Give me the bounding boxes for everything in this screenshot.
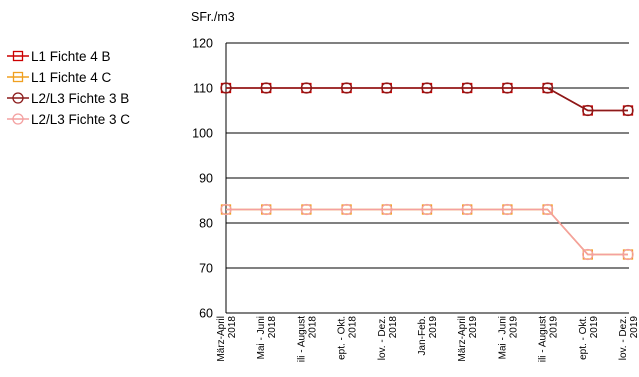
data-point: [421, 203, 433, 216]
legend-marker: [12, 92, 24, 104]
legend-entry: L1 Fichte 4 C: [7, 70, 112, 85]
x-tick-label-line1: ept. - Okt.: [337, 316, 348, 360]
x-tick-label-line2: 2018: [348, 316, 359, 339]
y-tick-labels: 60 70 80 90 100 110 120: [192, 37, 213, 321]
data-point: [340, 82, 353, 94]
x-tick-label-line1: ept. - Okt.: [578, 316, 589, 360]
legend: L1 Fichte 4 B L1 Fichte 4 C L2/L3 Fichte 3…: [7, 49, 130, 127]
data-point: [501, 82, 514, 94]
data-point: [541, 82, 554, 94]
series-2: [220, 82, 634, 117]
data-point: [541, 203, 554, 216]
x-tick-label: März-April 2019: [457, 316, 479, 362]
legend-entry: L1 Fichte 4 B: [7, 49, 111, 64]
x-tick-label: ili - August 2018: [296, 316, 318, 363]
data-point: [220, 203, 232, 216]
series-line: [226, 208, 628, 256]
x-tick-label: ept. - Okt. 2019: [578, 316, 600, 360]
data-point: [582, 104, 594, 117]
x-tick-label: Mai - Juni 2018: [256, 316, 278, 360]
series-lines: [220, 82, 634, 261]
x-tick-label-line2: 2019: [629, 316, 639, 339]
data-point: [381, 203, 393, 216]
series-3: [220, 203, 634, 261]
x-tick-label: ept. - Okt. 2018: [337, 316, 359, 360]
x-tick-label-line1: Mai - Juni: [497, 316, 508, 359]
y-tick-label: 70: [199, 262, 213, 276]
legend-label: L2/L3 Fichte 3 C: [31, 112, 130, 127]
x-tick-label-line1: ili - August: [538, 316, 549, 362]
x-tick-label-line2: 2019: [468, 316, 479, 339]
y-tick-label: 80: [199, 217, 213, 231]
x-tick-label: Jan-Feb. 2019: [417, 316, 439, 356]
data-point: [300, 82, 313, 94]
y-tick-label: 110: [193, 82, 213, 96]
data-point: [260, 82, 272, 94]
x-tick-label-line1: März-April: [216, 316, 227, 362]
x-tick-label-line1: Mai - Juni: [256, 316, 267, 359]
x-tick-label-line1: lov. - Dez.: [377, 316, 388, 360]
legend-entry: L2/L3 Fichte 3 C: [7, 112, 130, 127]
y-tick-label: 90: [199, 172, 213, 186]
x-tick-label: lov. - Dez. 2019: [618, 316, 639, 361]
data-point: [582, 248, 594, 261]
x-tick-label: ili - August 2019: [538, 316, 560, 363]
x-tick-label-line2: 2019: [508, 316, 519, 339]
x-tick-label-line2: 2019: [549, 316, 560, 339]
x-tick-label-line2: 2019: [428, 316, 439, 339]
data-point: [501, 203, 514, 216]
x-tick-label-line1: lov. - Dez.: [618, 316, 629, 360]
x-tick-label-line1: Jan-Feb.: [417, 316, 428, 355]
x-tick-label-line2: 2018: [307, 316, 318, 339]
data-point: [381, 82, 393, 94]
legend-label: L1 Fichte 4 C: [31, 70, 112, 85]
data-point: [300, 203, 313, 216]
series-1: [220, 204, 634, 260]
legend-label: L2/L3 Fichte 3 B: [31, 91, 129, 106]
x-tick-labels: März-April 2018 Mai - Juni 2018 ili - August…: [216, 316, 639, 363]
y-tick-label: 120: [192, 37, 213, 51]
data-point: [421, 82, 433, 94]
x-tick-label-line2: 2019: [589, 316, 600, 339]
x-tick-label-line2: 2018: [227, 316, 238, 339]
data-point: [220, 82, 232, 94]
y-tick-label: 100: [192, 127, 213, 141]
data-point: [461, 82, 473, 94]
data-point: [622, 104, 634, 117]
x-tick-label-line1: ili - August: [296, 316, 307, 362]
data-point: [622, 248, 634, 261]
data-point: [260, 203, 272, 216]
legend-marker: [12, 71, 24, 83]
x-tick-label-line2: 2018: [267, 316, 278, 339]
x-tick-label-line2: 2018: [388, 316, 399, 339]
legend-marker: [12, 113, 24, 125]
legend-entry: L2/L3 Fichte 3 B: [7, 91, 129, 106]
x-tick-label: März-April 2018: [216, 316, 238, 362]
x-tick-label: lov. - Dez. 2018: [377, 316, 399, 361]
data-point: [340, 203, 353, 216]
y-tick-label: 60: [199, 307, 213, 321]
series-line: [226, 87, 628, 112]
legend-marker: [12, 50, 24, 62]
x-tick-label-line1: März-April: [457, 316, 468, 362]
x-tick-label: Mai - Juni 2019: [497, 316, 519, 360]
y-axis-unit-label: SFr./m3: [191, 10, 235, 24]
legend-label: L1 Fichte 4 B: [31, 49, 111, 64]
data-point: [461, 203, 473, 216]
